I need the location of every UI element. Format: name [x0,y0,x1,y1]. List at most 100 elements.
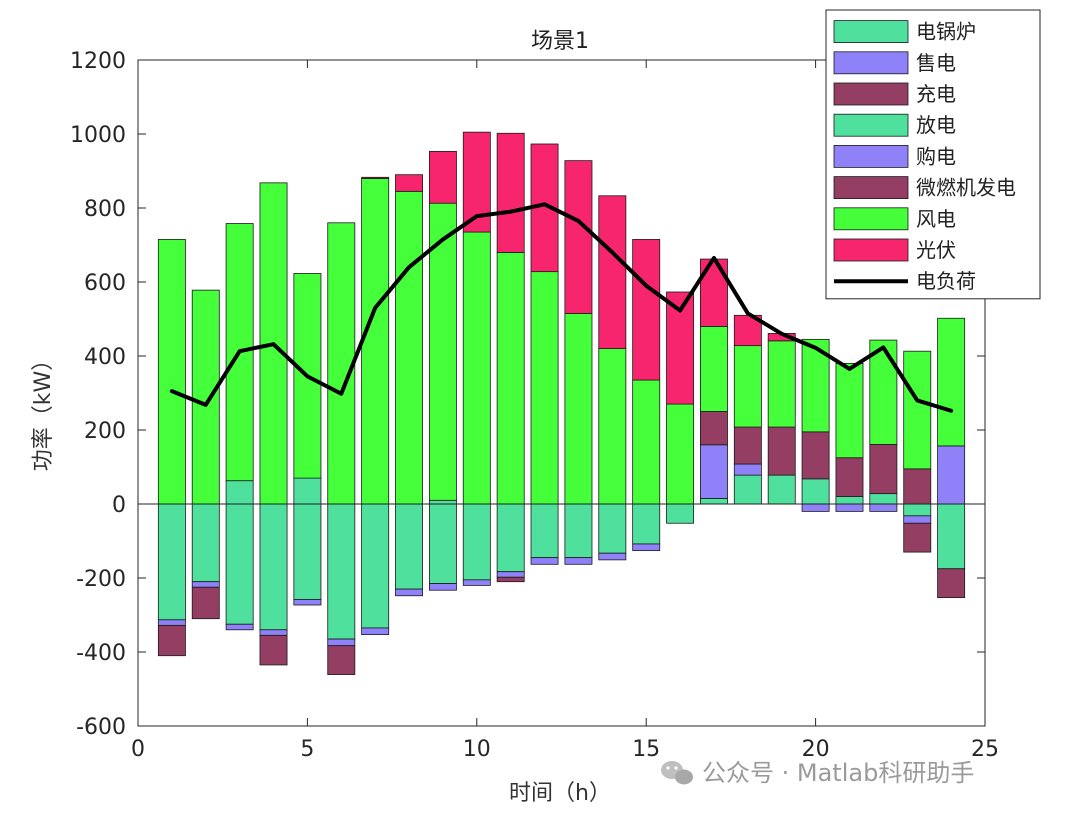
y-tick-label: -200 [76,567,126,592]
y-tick-label: 600 [84,271,126,296]
bar-segment [428,202,457,501]
bar-segment [259,503,288,631]
bar-segment [361,176,390,179]
bar-segment [259,629,288,636]
bar-segment [598,503,627,554]
bar-segment [327,638,356,647]
bar-segment [361,627,390,636]
bar-segment [157,624,186,657]
legend-label: 购电 [916,144,956,168]
bar-segment [835,496,864,505]
bar-segment [428,499,457,505]
legend-label: 风电 [916,207,956,231]
bar-segment [666,403,695,505]
legend-label: 微燃机发电 [916,176,1016,200]
legend-swatch [833,144,909,168]
y-tick-label: 1200 [70,49,126,74]
x-tick-label: 25 [971,737,999,762]
bar-segment [157,239,186,505]
legend-swatch [833,207,909,231]
bar-segment [564,503,593,559]
bar-segment [700,444,728,499]
legend-swatch [833,238,909,262]
bar-segment [496,576,525,583]
x-tick-label: 20 [802,737,830,762]
bar-segment [767,426,796,476]
watermark-text: 公众号 · Matlab科研助手 [702,759,974,787]
bar-segment [530,503,559,559]
y-tick-label: 400 [84,345,126,370]
bar-segment [395,190,423,505]
bar-segment [835,503,864,512]
bar-segment [733,463,762,476]
bar-segment [598,195,627,349]
bar-segment [496,251,525,505]
bar-segment [903,503,932,517]
x-tick-label: 5 [300,737,314,762]
y-tick-label: 0 [112,493,126,518]
bar-segment [801,503,830,512]
bar-segment [598,552,627,561]
bar-segment [937,503,966,570]
bar-segment [225,480,254,505]
bar-segment [157,619,186,626]
bar-segment [869,444,898,495]
legend-swatch [833,113,909,137]
legend-swatch [833,51,909,75]
legend-swatch [833,82,909,106]
bar-segment [259,634,288,666]
bar-segment [835,362,864,459]
legend-swatch [833,20,909,44]
bar-segment [564,557,593,565]
bar-segment [937,445,966,505]
bar-segment [496,503,525,573]
bar-segment [428,503,457,584]
bar-segment [327,503,356,640]
axes-box [137,59,986,727]
bar-segment [700,411,728,446]
bar-segment [632,379,661,505]
bar-segment [428,583,457,591]
bar-segment [157,503,186,621]
bar-segment [191,581,220,588]
bar-segment [564,160,593,314]
bar-segment [327,222,356,505]
bar-segment [598,348,627,505]
y-tick-label: -400 [76,641,126,666]
bar-segment [327,645,356,675]
bar-segment [225,503,254,625]
bar-segment [395,503,423,590]
bar-segment [666,503,695,524]
bar-segment [462,231,491,505]
bar-segment [564,313,593,505]
bar-segment [767,340,796,428]
bar-segment [937,568,966,599]
bar-segment [767,474,796,505]
legend-label: 光伏 [916,238,956,262]
x-tick-label: 0 [131,737,145,762]
bar-segment [361,177,390,505]
y-tick-label: 200 [84,419,126,444]
axes: -600 -400 -200 0 200 400 600 800 1000 1200 0 5 10 15 2… [70,49,999,762]
bar-segment [835,457,864,497]
bar-segment [937,317,966,447]
bar-segment [801,431,830,480]
bar-segment [293,503,322,600]
bar-segment [462,579,491,586]
bar-segment [869,339,898,445]
bar-segment [733,474,762,505]
legend-label: 放电 [916,113,956,137]
bar-segment [700,498,728,505]
bar-segment [428,150,457,204]
bar-segment [801,478,830,505]
bar-segment [903,350,932,470]
y-tick-label: 800 [84,197,126,222]
bar-segment [733,345,762,428]
bar-segment [632,239,661,381]
bar-segment [462,503,491,581]
bar-segment [191,289,220,505]
bar-segment [733,426,762,465]
